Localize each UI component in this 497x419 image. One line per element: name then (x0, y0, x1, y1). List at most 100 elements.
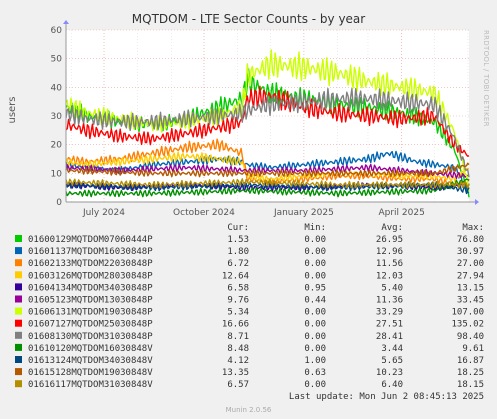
y-axis-arrow (63, 20, 69, 24)
legend-value-max: 107.00 (451, 308, 484, 318)
y-tick-label: 20 (51, 141, 63, 151)
legend-value-cur: 4.12 (227, 356, 249, 366)
legend-value-cur: 6.58 (227, 283, 249, 293)
legend-value-max: 13.15 (457, 283, 484, 293)
legend-value-cur: 1.53 (227, 235, 249, 245)
legend-value-avg: 11.56 (376, 259, 403, 269)
legend-value-cur: 1.80 (227, 247, 249, 257)
series-line (65, 87, 470, 178)
legend-swatch (15, 307, 22, 315)
legend-value-min: 1.00 (304, 356, 326, 366)
legend-value-max: 76.80 (457, 235, 484, 245)
legend-series-name: 01616117MQTDOM31030848V (28, 380, 153, 390)
legend-series-name: 01610120MQTDOM16030848V (28, 344, 153, 354)
legend-value-min: 0.00 (304, 344, 326, 354)
legend-swatch (15, 259, 22, 267)
legend-value-avg: 28.41 (376, 332, 403, 342)
legend-value-max: 18.25 (457, 368, 484, 378)
legend-value-cur: 6.57 (227, 380, 249, 390)
legend-series-name: 01603126MQTDOM28030848P (28, 271, 153, 281)
legend-value-avg: 33.29 (376, 308, 403, 318)
series-layer (65, 49, 470, 198)
y-tick-label: 60 (51, 26, 63, 36)
series-line (65, 162, 470, 178)
legend-series-name: 01602133MQTDOM22030848P (28, 259, 153, 269)
series-line (65, 49, 470, 192)
legend-value-cur: 9.76 (227, 296, 249, 306)
legend-header-cur: Cur: (227, 223, 249, 233)
legend-series-name: 01615128MQTDOM19030848V (28, 368, 153, 378)
legend-header-max: Max: (462, 223, 484, 233)
legend-value-cur: 8.71 (227, 332, 249, 342)
legend-value-max: 18.15 (457, 380, 484, 390)
legend-value-avg: 5.40 (381, 283, 403, 293)
series-line (65, 151, 470, 183)
legend-value-avg: 26.95 (376, 235, 403, 245)
legend-value-min: 0.00 (304, 247, 326, 257)
legend-value-avg: 11.36 (376, 296, 403, 306)
legend-value-avg: 12.96 (376, 247, 403, 257)
legend-value-min: 0.00 (304, 259, 326, 269)
legend-value-cur: 16.66 (222, 320, 249, 330)
legend-value-min: 0.00 (304, 271, 326, 281)
legend-value-max: 27.94 (457, 271, 484, 281)
y-axis-label: users (7, 96, 18, 123)
axis-layer: 0 10 20 30 40 50 60 July 2024 October 2024 Januar… (51, 20, 479, 218)
y-tick-label: 40 (51, 83, 63, 93)
legend-value-avg: 27.51 (376, 320, 403, 330)
series-line (65, 178, 470, 198)
legend-series-name: 01604134MQTDOM34030848P (28, 283, 153, 293)
legend-series-name: 01608130MQTDOM31030848P (28, 332, 153, 342)
legend-header-avg: Avg: (381, 223, 403, 233)
legend-value-min: 0.00 (304, 332, 326, 342)
legend-series-name: 01606131MQTDOM19030848P (28, 308, 153, 318)
legend-series-name: 01601137MQTDOM16030848P (28, 247, 153, 257)
y-tick-label: 10 (51, 169, 63, 179)
legend-swatch (15, 319, 22, 327)
legend-value-min: 0.00 (304, 308, 326, 318)
legend-swatch (15, 380, 22, 388)
legend-swatch (15, 247, 22, 255)
y-tick-label: 0 (56, 198, 62, 208)
legend-series-name: 01605123MQTDOM13030848P (28, 296, 153, 306)
chart-title: MQTDOM - LTE Sector Counts - by year (132, 12, 365, 26)
legend-value-max: 135.02 (451, 320, 484, 330)
legend-value-min: 0.95 (304, 283, 326, 293)
legend-value-cur: 8.48 (227, 344, 249, 354)
legend-value-avg: 5.65 (381, 356, 403, 366)
legend-value-max: 16.87 (457, 356, 484, 366)
legend: 01600129MQTDOM07060444P 1.53 0.00 26.95 76.8… (15, 235, 484, 390)
legend-series-name: 01613124MQTDOM34030848V (28, 356, 153, 366)
last-update: Last update: Mon Jun 2 08:45:13 2025 (289, 392, 484, 402)
legend-swatch (15, 235, 22, 242)
legend-value-cur: 12.64 (222, 271, 249, 281)
legend-value-min: 0.00 (304, 380, 326, 390)
series-line (65, 163, 470, 180)
x-tick-label: October 2024 (173, 208, 235, 218)
legend-value-avg: 10.23 (376, 368, 403, 378)
x-tick-label: July 2024 (82, 208, 125, 218)
legend-value-max: 27.00 (457, 259, 484, 269)
legend-value-avg: 6.40 (381, 380, 403, 390)
legend-series-name: 01600129MQTDOM07060444P (28, 235, 153, 245)
legend-value-min: 0.00 (304, 320, 326, 330)
x-axis-arrow (475, 199, 479, 205)
legend-value-min: 0.00 (304, 235, 326, 245)
legend-swatch (15, 295, 22, 303)
legend-swatch (15, 271, 22, 279)
legend-value-max: 33.45 (457, 296, 484, 306)
x-tick-label: January 2025 (273, 208, 334, 218)
legend-swatch (15, 331, 22, 339)
legend-value-max: 9.61 (462, 344, 484, 354)
y-tick-label: 30 (51, 112, 63, 122)
legend-value-max: 98.40 (457, 332, 484, 342)
legend-swatch (15, 283, 22, 291)
legend-series-name: 01607127MQTDOM25030848P (28, 320, 153, 330)
legend-value-min: 0.63 (304, 368, 326, 378)
munin-version: Munin 2.0.56 (226, 406, 272, 414)
legend-swatch (15, 343, 22, 351)
series-line (65, 178, 470, 189)
y-tick-label: 50 (51, 55, 63, 65)
legend-value-cur: 6.72 (227, 259, 249, 269)
